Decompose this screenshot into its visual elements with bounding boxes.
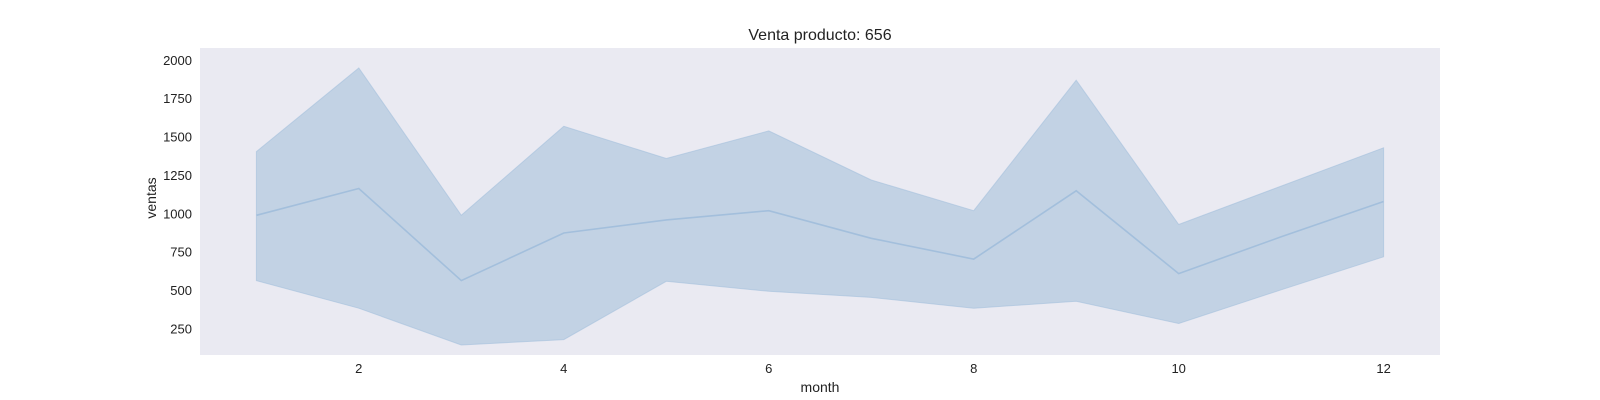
y-tick-label: 500 (170, 283, 192, 298)
x-tick-label: 12 (1376, 361, 1390, 376)
x-tick-labels: 2 4 6 8 10 12 (355, 361, 1391, 376)
y-tick-label: 2000 (163, 53, 192, 68)
x-tick-label: 4 (560, 361, 567, 376)
y-tick-label: 750 (170, 245, 192, 260)
data-point (664, 218, 668, 222)
chart-title: Venta producto: 656 (748, 27, 891, 44)
data-point (1074, 189, 1078, 193)
y-tick-label: 1500 (163, 130, 192, 145)
series-line-layer (254, 187, 1386, 283)
data-point (972, 257, 976, 261)
y-axis-label: ventas (143, 177, 159, 218)
data-point (1279, 235, 1283, 239)
y-tick-label: 250 (170, 321, 192, 336)
y-tick-label: 1000 (163, 206, 192, 221)
y-tick-label: 1250 (163, 168, 192, 183)
y-tick-label: 1750 (163, 91, 192, 106)
y-tick-labels: 250 500 750 1000 1250 1500 1750 2000 (163, 53, 192, 337)
x-tick-label: 10 (1171, 361, 1185, 376)
data-point (767, 209, 771, 213)
data-point (254, 213, 258, 217)
data-point (562, 231, 566, 235)
series-line (256, 187, 1384, 282)
x-tick-label: 8 (970, 361, 977, 376)
x-tick-label: 2 (355, 361, 362, 376)
data-point (1177, 272, 1181, 276)
data-point (459, 279, 463, 283)
confidence-band-layer (255, 67, 1385, 346)
data-point (869, 236, 873, 240)
data-point (1382, 200, 1386, 204)
confidence-band (255, 67, 1385, 346)
x-tick-label: 6 (765, 361, 772, 376)
data-point (357, 187, 361, 191)
x-axis-label: month (801, 379, 840, 395)
